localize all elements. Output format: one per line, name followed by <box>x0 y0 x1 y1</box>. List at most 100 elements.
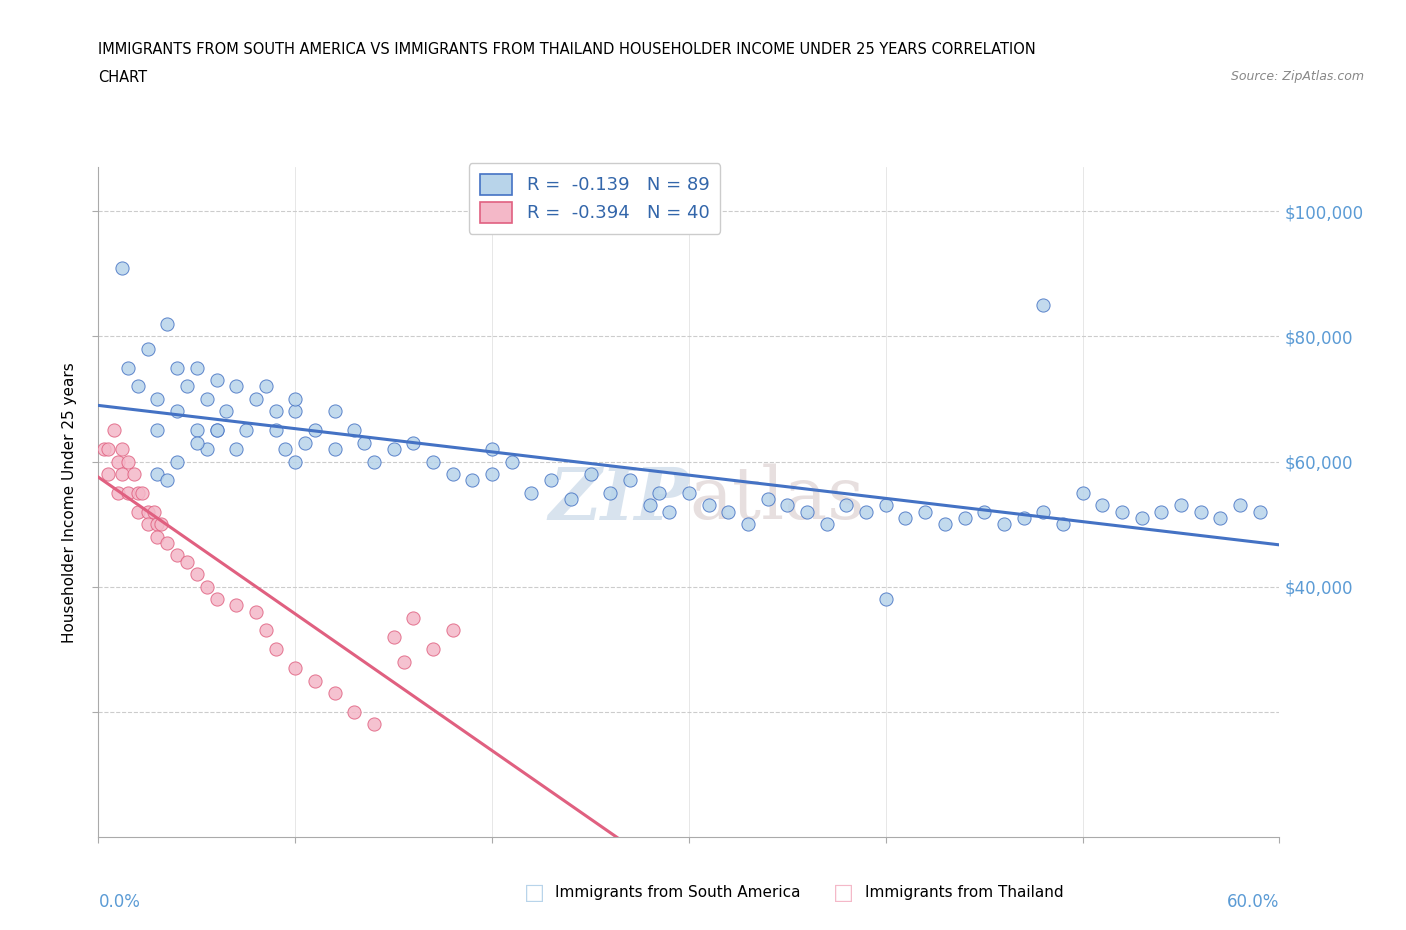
Point <box>131 485 153 500</box>
Point <box>146 529 169 544</box>
Point <box>422 642 444 657</box>
Point <box>284 404 307 418</box>
Point <box>1130 511 1153 525</box>
Text: □: □ <box>524 883 544 903</box>
Point <box>1091 498 1114 512</box>
Point <box>1249 504 1271 519</box>
Point <box>304 673 326 688</box>
Point <box>264 404 287 418</box>
Point <box>481 442 503 457</box>
Point <box>127 504 149 519</box>
Point <box>973 504 995 519</box>
Point <box>146 517 169 532</box>
Point <box>254 623 277 638</box>
Point <box>166 360 188 375</box>
Point <box>150 517 173 532</box>
Point <box>142 504 165 519</box>
Point <box>1032 298 1054 312</box>
Point <box>343 423 366 438</box>
Point <box>540 472 562 487</box>
Text: Immigrants from Thailand: Immigrants from Thailand <box>865 885 1063 900</box>
Point <box>461 472 484 487</box>
Point <box>914 504 936 519</box>
Point <box>619 472 641 487</box>
Point <box>392 655 415 670</box>
Point <box>111 260 134 275</box>
Point <box>284 454 307 469</box>
Point <box>875 591 897 606</box>
Point <box>176 554 198 569</box>
Point <box>934 517 956 532</box>
Legend: R =  -0.139   N = 89, R =  -0.394   N = 40: R = -0.139 N = 89, R = -0.394 N = 40 <box>468 163 720 233</box>
Point <box>195 579 218 594</box>
Point <box>737 517 759 532</box>
Point <box>323 404 346 418</box>
Point <box>225 598 247 613</box>
Point <box>225 379 247 394</box>
Point <box>205 423 228 438</box>
Point <box>195 442 218 457</box>
Point <box>835 498 858 512</box>
Point <box>363 717 385 732</box>
Point <box>166 548 188 563</box>
Point <box>245 604 267 619</box>
Point <box>136 504 159 519</box>
Point <box>215 404 238 418</box>
Point <box>156 316 179 331</box>
Point <box>678 485 700 500</box>
Point <box>343 704 366 719</box>
Point <box>146 467 169 482</box>
Point <box>156 472 179 487</box>
Point <box>501 454 523 469</box>
Point <box>1150 504 1173 519</box>
Y-axis label: Householder Income Under 25 years: Householder Income Under 25 years <box>62 362 77 643</box>
Point <box>353 435 375 450</box>
Point <box>264 642 287 657</box>
Point <box>93 442 115 457</box>
Point <box>111 442 134 457</box>
Point <box>875 498 897 512</box>
Point <box>776 498 799 512</box>
Point <box>717 504 740 519</box>
Point <box>1032 504 1054 519</box>
Text: Immigrants from South America: Immigrants from South America <box>555 885 801 900</box>
Point <box>304 423 326 438</box>
Point <box>1189 504 1212 519</box>
Point <box>205 423 228 438</box>
Text: IMMIGRANTS FROM SOUTH AMERICA VS IMMIGRANTS FROM THAILAND HOUSEHOLDER INCOME UND: IMMIGRANTS FROM SOUTH AMERICA VS IMMIGRA… <box>98 42 1036 57</box>
Point <box>294 435 316 450</box>
Point <box>186 360 208 375</box>
Point <box>103 423 125 438</box>
Point <box>254 379 277 394</box>
Point <box>146 392 169 406</box>
Point <box>127 485 149 500</box>
Point <box>107 485 129 500</box>
Point <box>815 517 838 532</box>
Point <box>658 504 681 519</box>
Point <box>1229 498 1251 512</box>
Point <box>756 492 779 507</box>
Point <box>235 423 257 438</box>
Point <box>166 454 188 469</box>
Point <box>520 485 543 500</box>
Point <box>136 517 159 532</box>
Point <box>111 467 134 482</box>
Point <box>894 511 917 525</box>
Text: 0.0%: 0.0% <box>98 894 141 911</box>
Point <box>441 623 464 638</box>
Point <box>97 467 120 482</box>
Point <box>855 504 877 519</box>
Point <box>284 392 307 406</box>
Point <box>195 392 218 406</box>
Point <box>422 454 444 469</box>
Text: CHART: CHART <box>98 70 148 85</box>
Point <box>245 392 267 406</box>
Text: □: □ <box>834 883 853 903</box>
Point <box>323 685 346 700</box>
Point <box>323 442 346 457</box>
Point <box>1111 504 1133 519</box>
Point <box>560 492 582 507</box>
Point <box>402 610 425 625</box>
Point <box>402 435 425 450</box>
Point <box>993 517 1015 532</box>
